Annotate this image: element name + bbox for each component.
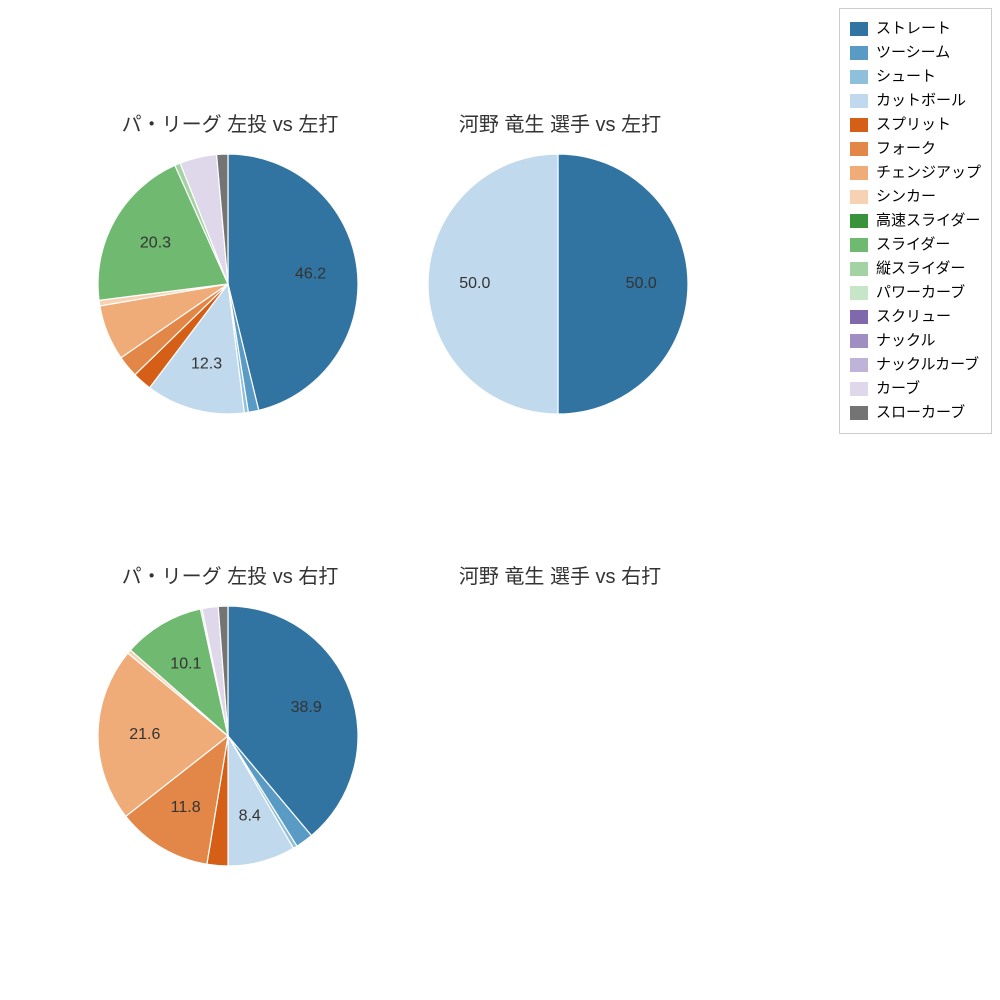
legend-label: スローカーブ <box>876 401 965 425</box>
legend-swatch <box>850 214 868 228</box>
legend-swatch <box>850 22 868 36</box>
panel-title: 河野 竜生 選手 vs 左打 <box>400 108 720 137</box>
panel-title: パ・リーグ 左投 vs 左打 <box>70 108 390 137</box>
legend-item-split: スプリット <box>850 113 981 137</box>
legend-item-slider: スライダー <box>850 233 981 257</box>
legend-item-knuckle: ナックル <box>850 329 981 353</box>
legend-swatch <box>850 286 868 300</box>
legend-label: シンカー <box>876 185 936 209</box>
pie-pl-left-vs-right: 38.9 8.4 11.8 21.6 10.1 <box>78 586 378 886</box>
legend-item-power_curve: パワーカーブ <box>850 281 981 305</box>
slice-label: 50.0 <box>459 275 490 292</box>
legend-swatch <box>850 382 868 396</box>
legend-label: シュート <box>876 65 936 89</box>
legend-swatch <box>850 238 868 252</box>
chart-area: パ・リーグ 左投 vs 左打 46.2 12.3 20.3 河野 竜生 選手 vs 左打… <box>0 0 760 1000</box>
pie-pl-left-vs-left: 46.2 12.3 20.3 <box>78 134 378 434</box>
slice-label: 21.6 <box>129 726 160 743</box>
legend-item-sinker: シンカー <box>850 185 981 209</box>
legend-label: 縦スライダー <box>876 257 965 281</box>
legend-label: スクリュー <box>876 305 951 329</box>
legend-item-straight: ストレート <box>850 17 981 41</box>
legend-item-v_slider: 縦スライダー <box>850 257 981 281</box>
legend-swatch <box>850 262 868 276</box>
slice-label: 11.8 <box>171 799 201 816</box>
legend: ストレートツーシームシュートカットボールスプリットフォークチェンジアップシンカー… <box>839 8 992 434</box>
legend-label: ナックルカーブ <box>876 353 979 377</box>
panel-title: 河野 竜生 選手 vs 右打 <box>400 560 720 589</box>
legend-item-screw: スクリュー <box>850 305 981 329</box>
legend-swatch <box>850 358 868 372</box>
legend-item-cut_ball: カットボール <box>850 89 981 113</box>
legend-label: 高速スライダー <box>876 209 980 233</box>
slice-label: 38.9 <box>291 699 322 716</box>
pie-kono-vs-left: 50.0 50.0 <box>408 134 708 434</box>
legend-swatch <box>850 166 868 180</box>
legend-swatch <box>850 70 868 84</box>
legend-item-slow_curve: スローカーブ <box>850 401 981 425</box>
legend-label: パワーカーブ <box>876 281 965 305</box>
legend-label: ストレート <box>876 17 951 41</box>
slice-label: 46.2 <box>295 265 326 282</box>
legend-swatch <box>850 406 868 420</box>
pie-slice-cut_ball <box>428 154 558 414</box>
legend-label: ナックル <box>876 329 936 353</box>
legend-item-hs_slider: 高速スライダー <box>850 209 981 233</box>
legend-item-curve: カーブ <box>850 377 981 401</box>
legend-swatch <box>850 310 868 324</box>
legend-label: カットボール <box>876 89 966 113</box>
legend-label: ツーシーム <box>876 41 950 65</box>
legend-label: スライダー <box>876 233 950 257</box>
slice-label: 20.3 <box>140 234 171 251</box>
legend-label: スプリット <box>876 113 951 137</box>
legend-swatch <box>850 142 868 156</box>
slice-label: 8.4 <box>239 808 261 825</box>
legend-label: フォーク <box>876 137 936 161</box>
legend-swatch <box>850 334 868 348</box>
legend-swatch <box>850 190 868 204</box>
legend-item-two_seam: ツーシーム <box>850 41 981 65</box>
legend-item-fork: フォーク <box>850 137 981 161</box>
legend-item-knuckle_curve: ナックルカーブ <box>850 353 981 377</box>
slice-label: 10.1 <box>170 655 201 672</box>
legend-item-changeup: チェンジアップ <box>850 161 981 185</box>
legend-item-shoot: シュート <box>850 65 981 89</box>
legend-label: カーブ <box>876 377 920 401</box>
legend-swatch <box>850 118 868 132</box>
legend-label: チェンジアップ <box>876 161 981 185</box>
slice-label: 50.0 <box>626 275 657 292</box>
legend-swatch <box>850 46 868 60</box>
pie-slice-straight <box>558 154 688 414</box>
panel-title: パ・リーグ 左投 vs 右打 <box>70 560 390 589</box>
legend-swatch <box>850 94 868 108</box>
slice-label: 12.3 <box>191 356 222 373</box>
